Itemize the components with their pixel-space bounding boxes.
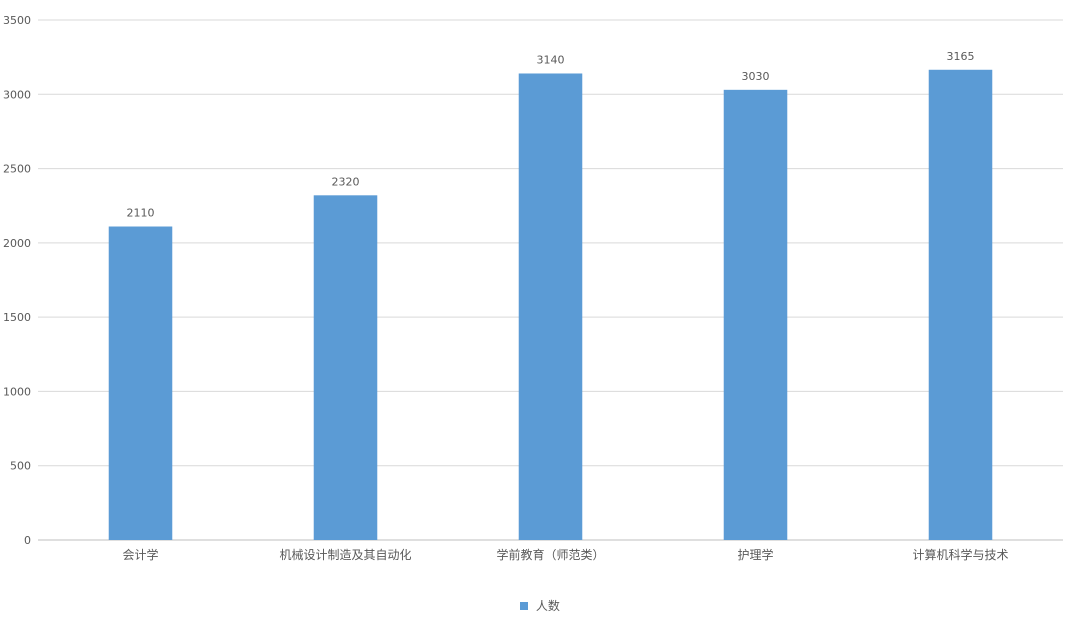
y-tick-label: 500	[10, 460, 31, 473]
bar	[723, 89, 788, 540]
data-label: 3165	[947, 50, 975, 63]
x-tick-label: 会计学	[122, 547, 158, 562]
x-tick-label: 学前教育（师范类）	[496, 547, 604, 562]
x-tick-label: 机械设计制造及其自动化	[279, 547, 411, 562]
data-label: 2110	[127, 207, 155, 220]
bar	[518, 73, 583, 540]
legend: 人数	[0, 597, 1080, 614]
x-tick-label: 护理学	[737, 547, 773, 562]
bar	[108, 226, 173, 540]
y-tick-label: 2000	[3, 237, 31, 250]
y-tick-label: 2500	[3, 163, 31, 176]
data-label: 3030	[742, 70, 770, 83]
x-tick-label: 计算机科学与技术	[912, 547, 1008, 562]
legend-label: 人数	[535, 599, 560, 613]
data-label: 3140	[537, 53, 565, 66]
bar	[313, 195, 378, 541]
y-tick-label: 3000	[3, 88, 31, 101]
x-axis-tick-labels: 会计学 机械设计制造及其自动化 学前教育（师范类） 护理学 计算机科学与技术	[122, 547, 1008, 562]
bars	[108, 69, 993, 541]
y-tick-label: 1500	[3, 311, 31, 324]
data-label: 2320	[332, 175, 360, 188]
y-tick-label: 1000	[3, 385, 31, 398]
y-tick-label: 3500	[3, 14, 31, 27]
y-tick-label: 0	[24, 534, 31, 547]
legend-swatch	[520, 601, 529, 610]
y-axis-tick-labels: 0 500 1000 1500 2000 2500 3000 3500	[3, 14, 31, 547]
data-labels: 2110 2320 3140 3030 3165	[127, 50, 975, 220]
bar	[928, 69, 993, 541]
